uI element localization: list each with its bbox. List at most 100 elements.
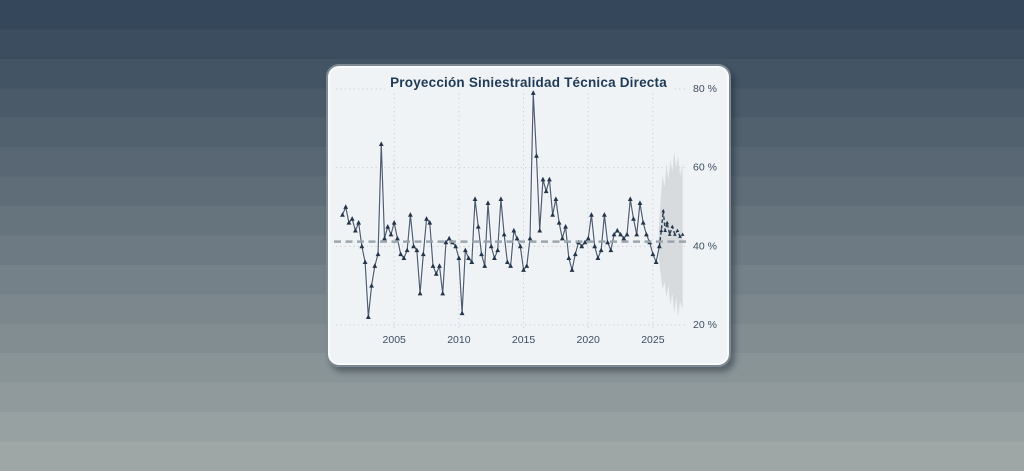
data-point-marker: [388, 231, 394, 237]
data-point-marker: [340, 212, 345, 217]
data-point-marker: [640, 220, 646, 225]
data-point-marker: [466, 255, 471, 261]
data-point-marker: [605, 239, 611, 245]
data-point-marker: [437, 263, 442, 268]
data-point-marker: [537, 227, 543, 233]
data-point-marker: [359, 243, 365, 249]
x-tick-label: 2005: [383, 334, 407, 346]
data-point-marker: [456, 255, 462, 261]
data-point-marker: [365, 314, 371, 320]
data-point-marker: [498, 196, 504, 202]
data-point-marker: [453, 243, 459, 249]
data-point-marker: [517, 243, 523, 249]
data-point-marker: [411, 243, 417, 249]
data-point-marker: [353, 227, 358, 233]
forecast-point-marker: [659, 228, 664, 232]
data-point-marker: [346, 220, 352, 225]
data-point-marker: [424, 216, 429, 221]
data-point-marker: [637, 200, 643, 205]
y-tick-label: 40 %: [693, 240, 717, 252]
data-point-marker: [656, 243, 662, 249]
data-point-marker: [511, 227, 517, 233]
forecast-point-marker: [670, 224, 675, 229]
data-point-marker: [543, 188, 549, 194]
data-point-marker: [372, 263, 378, 268]
data-point-marker: [540, 176, 546, 182]
data-point-marker: [653, 259, 659, 264]
data-point-marker: [514, 235, 520, 241]
data-point-marker: [585, 235, 591, 241]
data-point-marker: [382, 235, 387, 241]
data-point-marker: [369, 282, 374, 288]
forecast-point-marker: [663, 228, 667, 232]
data-point-marker: [443, 239, 449, 245]
data-point-marker: [650, 251, 656, 257]
series-line: [341, 92, 660, 318]
data-point-marker: [644, 231, 649, 237]
forecast-point-marker: [675, 228, 680, 232]
data-point-marker: [362, 259, 368, 264]
data-point-marker: [589, 212, 594, 217]
y-tick-label: 80 %: [693, 83, 717, 95]
data-point-marker: [495, 247, 501, 253]
data-point-marker: [508, 263, 514, 268]
data-point-marker: [601, 212, 607, 217]
data-point-marker: [417, 290, 423, 296]
data-point-marker: [572, 251, 578, 257]
data-point-marker: [534, 153, 539, 158]
data-point-marker: [404, 247, 410, 253]
x-tick-label: 2010: [447, 334, 471, 346]
data-point-marker: [485, 200, 491, 205]
data-point-marker: [459, 310, 465, 316]
data-point-marker: [595, 255, 601, 261]
data-point-marker: [611, 231, 617, 237]
data-point-marker: [420, 251, 426, 257]
data-point-marker: [621, 235, 627, 241]
data-point-marker: [343, 204, 349, 209]
forecast-point-marker: [678, 234, 682, 238]
data-point-marker: [579, 243, 585, 249]
chart-canvas: 80 % 60 % 40 % 20 % 2005 2010 2015 2020 2025: [334, 83, 717, 346]
data-point-marker: [624, 231, 630, 237]
y-tick-label: 60 %: [693, 162, 717, 174]
data-point-marker: [395, 235, 400, 241]
data-point-marker: [391, 220, 397, 225]
x-tick-label: 2025: [641, 334, 665, 346]
data-point-marker: [634, 231, 640, 237]
data-point-marker: [550, 212, 556, 217]
data-point-marker: [569, 267, 575, 272]
data-point-marker: [433, 271, 439, 276]
data-point-marker: [614, 227, 620, 233]
data-point-marker: [488, 243, 494, 249]
data-point-marker: [482, 263, 488, 268]
data-point-marker: [563, 223, 568, 229]
forecast-point-marker: [667, 232, 672, 236]
data-point-marker: [527, 235, 533, 241]
data-point-marker: [608, 247, 614, 253]
data-point-marker: [566, 255, 572, 261]
data-point-marker: [472, 196, 478, 202]
data-point-marker: [475, 223, 481, 229]
data-point-marker: [582, 239, 588, 245]
data-point-marker: [385, 223, 391, 229]
data-point-marker: [414, 247, 420, 253]
data-point-marker: [430, 263, 436, 268]
data-point-marker: [521, 267, 526, 272]
data-point-marker: [446, 235, 452, 241]
x-tick-label: 2020: [577, 334, 601, 346]
forecast-point-marker: [680, 232, 685, 236]
data-point-marker: [618, 231, 623, 237]
data-point-marker: [524, 263, 530, 268]
data-point-marker: [631, 216, 636, 221]
chart-window[interactable]: 80 % 60 % 40 % 20 % 2005 2010 2015 2020 2025 Pro…: [326, 64, 731, 367]
data-point-marker: [407, 212, 413, 217]
data-point-marker: [553, 196, 559, 202]
data-point-marker: [375, 251, 381, 257]
x-tick-label: 2015: [512, 334, 536, 346]
data-point-marker: [559, 235, 565, 241]
forecast-point-marker: [661, 208, 666, 213]
y-tick-label: 20 %: [693, 319, 717, 331]
data-point-marker: [440, 290, 446, 296]
data-point-marker: [592, 243, 598, 249]
